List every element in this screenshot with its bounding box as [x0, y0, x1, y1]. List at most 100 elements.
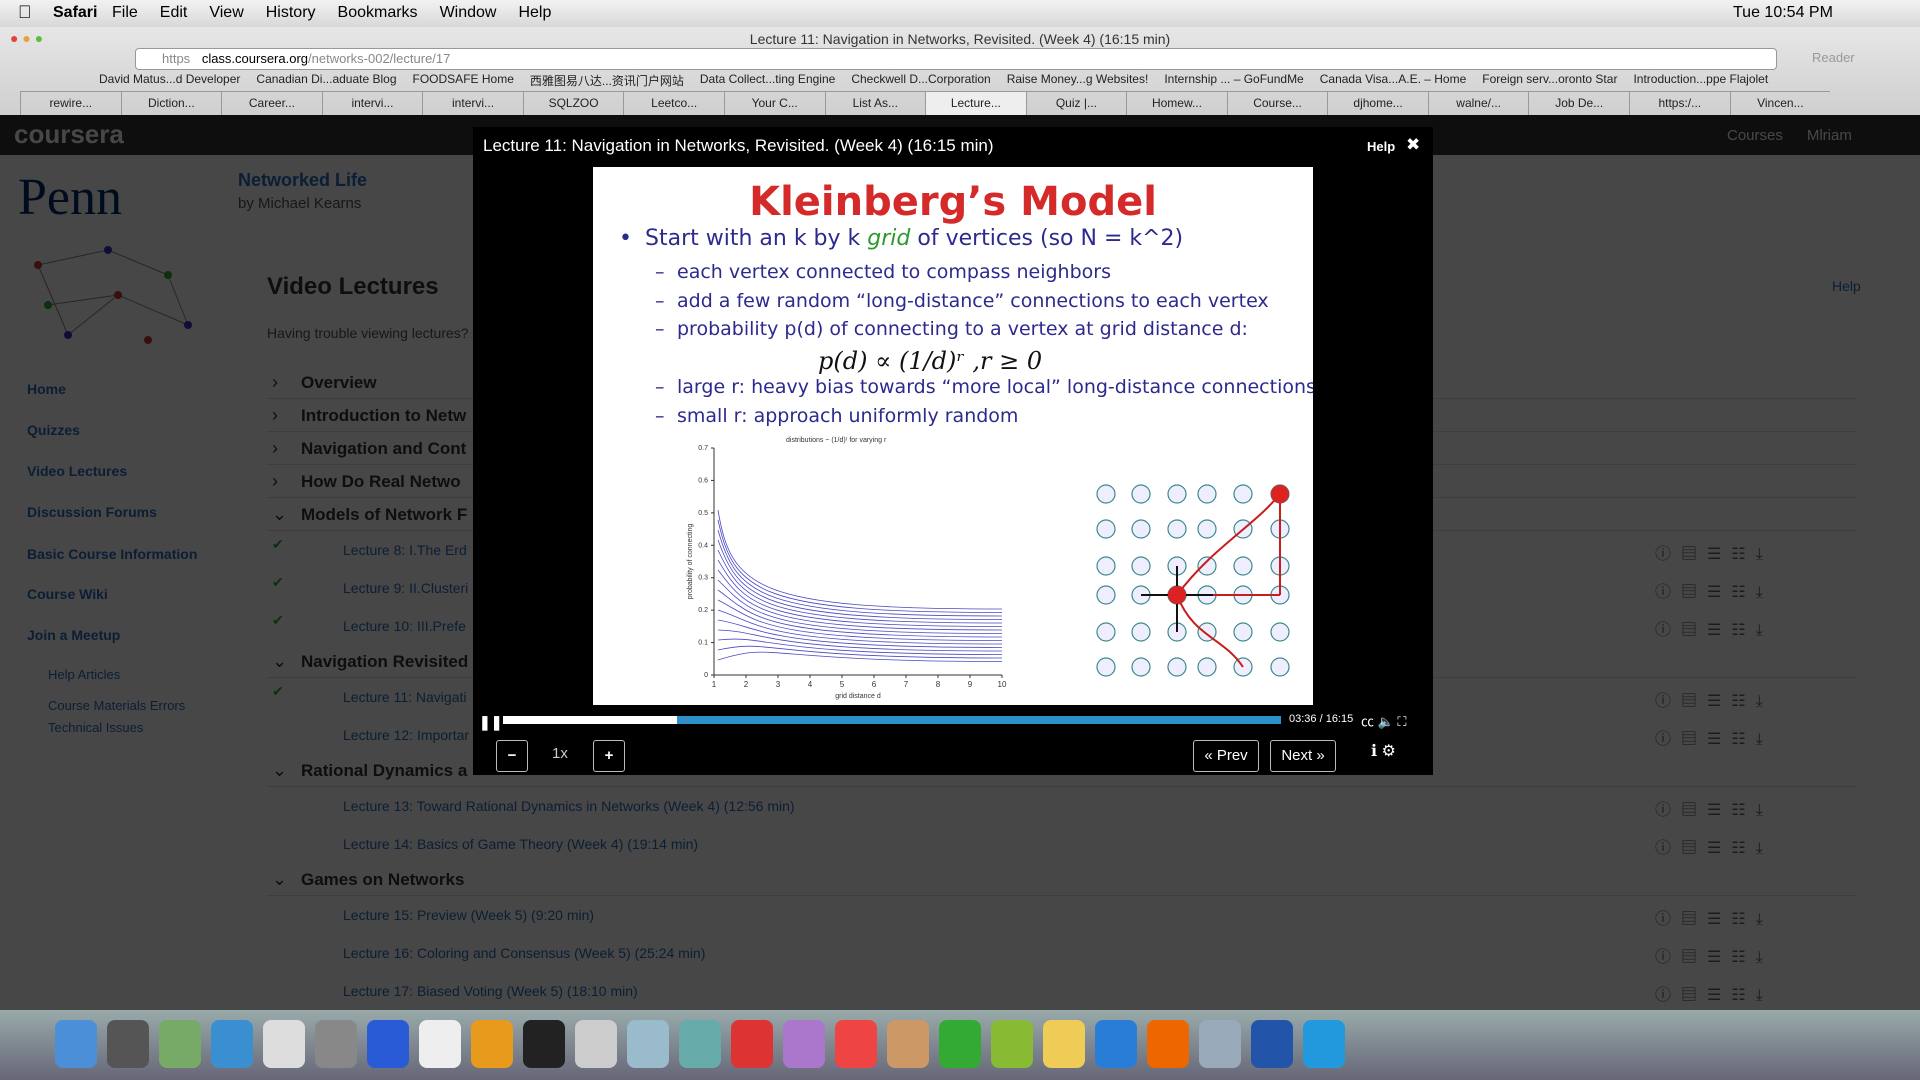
- bookmark[interactable]: Canada Visa...A.E. – Home: [1319, 72, 1467, 86]
- bookmark[interactable]: Data Collect...ting Engine: [699, 72, 836, 86]
- x-tick-label: 5: [840, 680, 845, 689]
- url-host: class.coursera.org: [201, 51, 309, 66]
- menu[interactable]: File: [112, 4, 138, 21]
- grid-node: [1096, 556, 1116, 576]
- curve: [717, 638, 1003, 655]
- dock-icon[interactable]: [1303, 1020, 1345, 1068]
- x-tick-label: 1: [712, 680, 717, 689]
- tab[interactable]: Career...: [221, 92, 322, 116]
- slide-title: Kleinberg’s Model: [749, 179, 1157, 225]
- tab[interactable]: SQLZOO: [522, 92, 624, 116]
- curve: [717, 579, 1003, 634]
- curve: [717, 519, 1003, 613]
- dock-icon[interactable]: [55, 1020, 97, 1068]
- tab[interactable]: https:/...: [1629, 92, 1730, 116]
- tab[interactable]: Leetco...: [623, 92, 724, 116]
- settings-icons[interactable]: ℹ ⚙: [1371, 743, 1396, 760]
- dock-icon[interactable]: [1095, 1020, 1137, 1068]
- dock-icon[interactable]: [731, 1020, 773, 1068]
- dock-icon[interactable]: [1199, 1020, 1241, 1068]
- tab[interactable]: walne/...: [1427, 92, 1529, 116]
- tab[interactable]: List As...: [824, 92, 926, 116]
- tab[interactable]: Quiz |...: [1025, 92, 1127, 116]
- tab[interactable]: djhome...: [1327, 92, 1428, 116]
- formula: p(d) ∝ (1/d)ʳ ,r ≥ 0: [818, 347, 1043, 375]
- apple-icon[interactable]: : [18, 2, 32, 23]
- tab[interactable]: Your C...: [723, 92, 825, 116]
- bookmark[interactable]: Foreign serv...oronto Star: [1482, 72, 1618, 86]
- prev-button[interactable]: « Prev: [1193, 740, 1259, 772]
- grid-node: [1131, 556, 1151, 576]
- tab[interactable]: intervi...: [422, 92, 523, 116]
- grid-node: [1233, 556, 1253, 576]
- bookmark[interactable]: Introduction...ppe Flajolet: [1633, 72, 1769, 86]
- dock-icon[interactable]: [991, 1020, 1033, 1068]
- tab[interactable]: Vincen...: [1729, 92, 1831, 116]
- tab[interactable]: intervi...: [321, 92, 423, 116]
- bookmark[interactable]: FOODSAFE Home: [412, 72, 514, 86]
- tab[interactable]: Lecture...: [925, 92, 1026, 116]
- y-tick-label: 0.2: [698, 607, 708, 614]
- pause-button[interactable]: ❚❚: [479, 714, 503, 730]
- menu[interactable]: Help: [518, 4, 552, 21]
- menu[interactable]: Edit: [159, 4, 188, 21]
- bookmark[interactable]: Checkwell D...Corporation: [851, 72, 991, 86]
- dock-icon[interactable]: [575, 1020, 617, 1068]
- modal-help[interactable]: Help: [1367, 139, 1396, 154]
- target-node: [1271, 485, 1289, 503]
- x-axis-label: grid distance d: [835, 693, 881, 700]
- menu[interactable]: History: [265, 4, 316, 21]
- menu[interactable]: Window: [439, 4, 497, 21]
- y-tick-label: 0.1: [698, 640, 708, 647]
- app-menu[interactable]: Safari: [53, 4, 98, 21]
- progress-bar[interactable]: [503, 716, 1281, 724]
- tab[interactable]: Course...: [1226, 92, 1328, 116]
- dock-icon[interactable]: [783, 1020, 825, 1068]
- bookmark[interactable]: 西雅图易八达...资讯门户网站: [529, 74, 684, 88]
- tab[interactable]: Diction...: [120, 92, 222, 116]
- dock-icon[interactable]: [107, 1020, 149, 1068]
- dock-icon[interactable]: [1251, 1020, 1293, 1068]
- tab[interactable]: Job De...: [1528, 92, 1629, 116]
- close-button[interactable]: ✖: [1406, 135, 1421, 154]
- bookmark[interactable]: Canadian Di...aduate Blog: [256, 72, 397, 86]
- window-buttons[interactable]: ● ● ●: [10, 30, 44, 46]
- bookmark[interactable]: Internship ... – GoFundMe: [1164, 72, 1304, 86]
- slide-bullet: Start with an k by k grid of vertices (s…: [645, 226, 1183, 251]
- grid-node: [1197, 484, 1217, 504]
- time: 03:36 / 16:15: [1289, 713, 1354, 725]
- dock-icon[interactable]: [315, 1020, 357, 1068]
- dock-icon[interactable]: [211, 1020, 253, 1068]
- bookmark[interactable]: David Matus...d Developer: [99, 72, 241, 86]
- curve: [717, 529, 1003, 617]
- tab[interactable]: rewire...: [20, 92, 121, 116]
- dock-icon[interactable]: [887, 1020, 929, 1068]
- dock-icon[interactable]: [523, 1020, 565, 1068]
- reader-button[interactable]: Reader: [1812, 50, 1855, 65]
- y-tick-label: 0.3: [698, 575, 708, 582]
- faster-button[interactable]: +: [593, 740, 625, 772]
- next-button[interactable]: Next »: [1270, 740, 1336, 772]
- slower-button[interactable]: −: [496, 740, 528, 772]
- dock-icon[interactable]: [939, 1020, 981, 1068]
- bookmark[interactable]: Raise Money...g Websites!: [1006, 72, 1149, 86]
- dock-icon[interactable]: [367, 1020, 409, 1068]
- menu[interactable]: View: [209, 4, 244, 21]
- tab[interactable]: Homew...: [1126, 92, 1227, 116]
- dock-icon[interactable]: [835, 1020, 877, 1068]
- dock-icon[interactable]: [1147, 1020, 1189, 1068]
- grid-node: [1167, 519, 1187, 539]
- dock-icon[interactable]: [627, 1020, 669, 1068]
- menu[interactable]: Bookmarks: [337, 4, 418, 21]
- player-icons[interactable]: ㏄ 🔈 ⛶: [1361, 714, 1407, 729]
- dock-icon[interactable]: [1043, 1020, 1085, 1068]
- x-tick-label: 8: [936, 680, 941, 689]
- dock-icon[interactable]: [159, 1020, 201, 1068]
- speed: 1x: [552, 745, 568, 762]
- dock-icon[interactable]: [471, 1020, 513, 1068]
- dock-icon[interactable]: [419, 1020, 461, 1068]
- dock-icon[interactable]: [263, 1020, 305, 1068]
- dock: [0, 1010, 1920, 1080]
- dock-icon[interactable]: [679, 1020, 721, 1068]
- address-bar[interactable]: https class.coursera.org/networks-002/le…: [135, 48, 1777, 70]
